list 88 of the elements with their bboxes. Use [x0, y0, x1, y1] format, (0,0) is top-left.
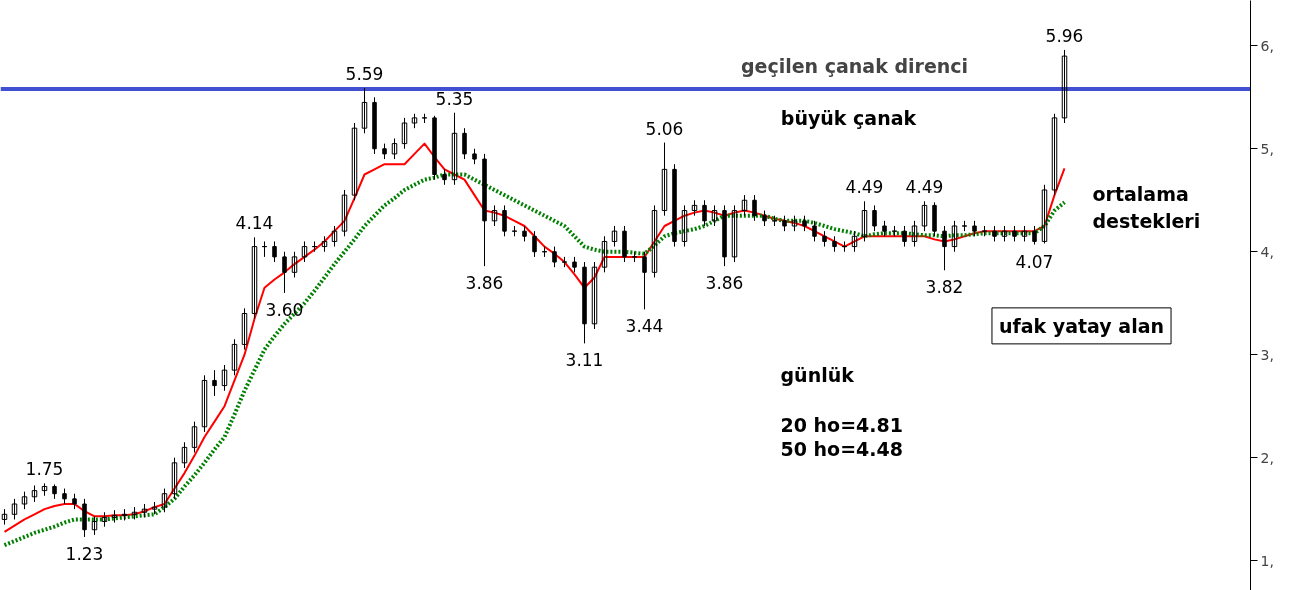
candlestick	[161, 488, 168, 513]
annotation: 4.49	[905, 177, 944, 198]
candlestick	[31, 484, 38, 503]
candlestick	[532, 230, 537, 258]
candlestick	[171, 457, 178, 500]
candlestick	[741, 194, 748, 217]
annotation: 3.86	[465, 273, 504, 294]
candlestick	[301, 240, 308, 263]
annotation: 50 ho=4.48	[780, 438, 903, 461]
candlestick	[321, 235, 328, 253]
candlestick	[661, 142, 668, 217]
candlestick	[1051, 113, 1058, 196]
annotation: 5.59	[345, 64, 384, 85]
candlestick	[942, 225, 947, 271]
annotation: 20 ho=4.81	[780, 413, 903, 436]
candlestick	[611, 225, 618, 248]
annotation: 1.75	[25, 459, 64, 480]
candlestick	[872, 204, 877, 232]
candlestick	[212, 369, 217, 397]
y-tick-label: 1,	[1260, 552, 1274, 569]
candlestick	[861, 200, 868, 242]
candlestick	[601, 235, 608, 273]
candlestick	[361, 87, 368, 134]
candlestick	[851, 230, 858, 253]
candlestick	[951, 220, 958, 253]
annotation: günlük	[780, 364, 855, 387]
annotation: 3.44	[625, 316, 664, 337]
candlestick	[282, 251, 287, 294]
candlestick	[812, 220, 817, 242]
y-tick-label: 2,	[1260, 449, 1274, 466]
candlestick	[291, 251, 298, 278]
annotation: 4.07	[1015, 251, 1054, 272]
candlestick	[111, 509, 118, 524]
candlestick	[351, 122, 358, 201]
candlestick	[681, 204, 688, 248]
candlestick	[341, 189, 348, 237]
candlestick	[702, 199, 707, 227]
y-tick-label: 4,	[1260, 243, 1274, 260]
y-tick-label: 5,	[1260, 140, 1274, 157]
text: ortalama destekleri	[1092, 183, 1201, 232]
candlestick	[921, 200, 928, 232]
candlestick	[591, 261, 598, 330]
candlestick	[902, 225, 907, 248]
ref-line-label: geçilen çanak direnci	[740, 54, 969, 77]
candlestick	[1061, 49, 1068, 124]
candlestick	[241, 307, 248, 351]
annotation: 5.35	[435, 88, 474, 109]
candlestick	[91, 515, 98, 536]
candlestick	[1041, 184, 1048, 244]
annotation: büyük çanak	[780, 106, 917, 129]
candlestick	[462, 127, 467, 160]
candlestick	[201, 374, 208, 433]
candlestick	[272, 240, 277, 263]
candlestick	[642, 251, 647, 310]
candlestick	[752, 194, 757, 222]
candlestick	[11, 498, 18, 520]
candlestick	[651, 204, 658, 278]
candlestick	[41, 482, 48, 497]
annotation: 4.14	[235, 213, 274, 234]
candlestick	[911, 220, 918, 248]
candlestick	[101, 511, 108, 528]
candlestick	[451, 112, 458, 186]
y-tick-label: 3,	[1260, 346, 1274, 363]
candlestick	[181, 441, 188, 469]
annotation: 3.11	[565, 350, 604, 371]
candlestick	[502, 204, 507, 237]
annotation: 5.06	[645, 118, 684, 139]
candlestick	[711, 204, 718, 227]
candlestick	[552, 246, 557, 268]
annotation: 3.82	[925, 277, 964, 298]
annotation: ufak yatay alan	[998, 314, 1165, 337]
candlestick	[1, 508, 8, 526]
candlestick	[231, 338, 238, 376]
candlestick	[731, 204, 738, 263]
candlestick	[331, 225, 338, 248]
annotation: 1.23	[65, 543, 104, 564]
y-tick-label: 6,	[1260, 37, 1274, 54]
candlestick	[221, 364, 228, 392]
candlestick	[191, 421, 198, 454]
candlestick	[391, 137, 398, 160]
annotation: 5.96	[1045, 25, 1084, 46]
candlestick	[1032, 225, 1037, 246]
candlestick	[401, 117, 408, 150]
candlestick	[491, 204, 498, 227]
candlestick	[251, 236, 258, 320]
annotation: 3.86	[705, 273, 744, 294]
candlestick	[691, 199, 698, 217]
annotation: 4.49	[845, 177, 884, 198]
